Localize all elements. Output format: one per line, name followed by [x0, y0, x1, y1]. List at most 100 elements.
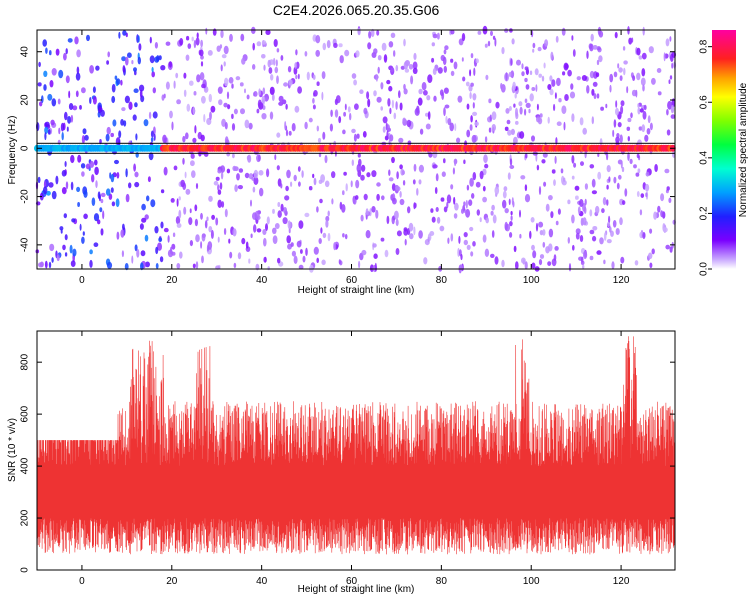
spectrogram-cell: [446, 194, 452, 204]
spectrogram-cell: [246, 155, 251, 161]
spectrogram-cell: [413, 226, 416, 236]
spectrogram-cell: [288, 227, 291, 234]
spectrogram-cell: [512, 81, 516, 91]
spectrogram-cell: [318, 179, 323, 184]
spectrogram-cell: [501, 259, 505, 268]
spectrogram-cell: [518, 101, 523, 107]
spectrogram-cell: [134, 181, 140, 188]
spectrogram-cell: [83, 190, 88, 198]
spectrogram-cell: [390, 32, 396, 38]
spectrogram-cell: [521, 257, 526, 264]
spectrogram-cell: [89, 97, 92, 104]
spectrogram-cell: [286, 169, 291, 179]
spectrogram-cell: [252, 186, 256, 193]
spectrogram-cell: [622, 200, 626, 206]
spectrogram-cell: [622, 46, 626, 51]
spectrogram-cell: [228, 238, 231, 244]
spectrogram-cell: [535, 84, 538, 92]
spectrogram-cell: [555, 35, 559, 43]
spectrogram-cell: [620, 160, 623, 169]
spectrogram-cell: [57, 139, 61, 145]
spectrogram-cell: [263, 237, 267, 247]
spectrogram-cell: [560, 168, 564, 174]
spectrogram-cell: [647, 115, 651, 124]
spectrogram-cell: [531, 135, 535, 142]
spectrogram-cell: [216, 45, 221, 52]
spectrogram-cell: [487, 40, 491, 47]
spectrogram-cell: [407, 206, 411, 214]
spectrogram-cell: [589, 209, 593, 217]
spectrogram-cell: [641, 124, 646, 133]
spectrogram-cell: [510, 215, 513, 221]
spectrogram-cell: [514, 93, 517, 99]
x-tick-label: 100: [523, 275, 540, 286]
spectrogram-cell: [376, 96, 382, 103]
spectrogram-cell: [231, 123, 236, 131]
spectrogram-cell: [257, 99, 262, 109]
spectrogram-cell: [542, 241, 546, 248]
spectrogram-cell: [139, 84, 145, 92]
spectrogram-cell: [615, 100, 618, 108]
spectrogram-cell: [450, 58, 454, 63]
spectrogram-cell: [158, 237, 163, 243]
spectrogram-cell: [609, 84, 612, 93]
spectrogram-cell: [657, 205, 661, 213]
spectrogram-cell: [495, 101, 500, 109]
spectrogram-cell: [543, 62, 546, 69]
spectrogram-cell: [185, 188, 191, 195]
y-tick-label: 0: [20, 145, 31, 151]
y-tick-label: -40: [20, 237, 31, 252]
spectrogram-cell: [228, 77, 234, 84]
spectrogram-cell: [241, 57, 246, 65]
spectrogram-cell: [595, 205, 600, 214]
spectrogram-cell: [608, 215, 611, 224]
spectrogram-cell: [245, 241, 249, 249]
spectrogram-cell: [277, 210, 282, 218]
spectrogram-cell: [240, 33, 245, 42]
spectrogram-cell: [613, 71, 618, 78]
snr-frame: [36, 330, 676, 571]
spectrogram-cell: [377, 66, 380, 74]
spectrogram-cell: [403, 61, 409, 70]
spectrogram-cell: [277, 257, 281, 264]
x-tick-label: 20: [166, 576, 178, 587]
spectrogram-cell: [64, 111, 68, 121]
spectrogram-cell: [116, 231, 120, 240]
spectrogram-cell: [290, 181, 293, 187]
spectrogram-cell: [354, 103, 359, 110]
spectrogram-cell: [388, 169, 391, 176]
spectrogram-cell: [373, 48, 378, 55]
spectrogram-cell: [403, 229, 409, 236]
spectrogram-cell: [360, 174, 365, 181]
spectrogram-cell: [294, 62, 298, 69]
spectrogram-cell: [131, 60, 134, 65]
spectrogram-cell: [670, 104, 675, 114]
spectrogram-cell: [329, 123, 333, 132]
colorbar-tick-label: 0.2: [699, 206, 710, 220]
colorbar-ticks: 0.0 0.2 0.4 0.6 0.8: [699, 39, 712, 276]
spectrogram-cell: [396, 171, 399, 180]
spectrogram-cell: [494, 37, 497, 47]
spectrogram-cell: [265, 29, 271, 35]
spectrogram-cell: [147, 176, 151, 183]
spectrogram-cell: [253, 169, 259, 179]
spectrogram-cell: [365, 230, 371, 239]
spectrogram-cell: [450, 29, 455, 35]
spectrogram-cell: [105, 188, 111, 196]
spectrogram-cell: [421, 82, 427, 91]
spectrogram-cell: [273, 39, 278, 47]
spectrogram-cell: [639, 108, 644, 113]
spectrogram-cell: [246, 94, 250, 100]
spectrogram-cell: [549, 88, 554, 96]
spectrogram-cell: [386, 79, 391, 85]
spectrogram-cell: [388, 177, 394, 182]
spectrogram-cell: [148, 111, 152, 119]
y-tick-label: 40: [20, 46, 31, 58]
spectrogram-cell: [160, 189, 165, 194]
spectrogram-cell: [509, 232, 513, 238]
spectrogram-cell: [58, 127, 61, 135]
spectrogram-cell: [372, 243, 377, 248]
spectrogram-cell: [645, 192, 648, 198]
spectrogram-cell: [409, 233, 414, 240]
